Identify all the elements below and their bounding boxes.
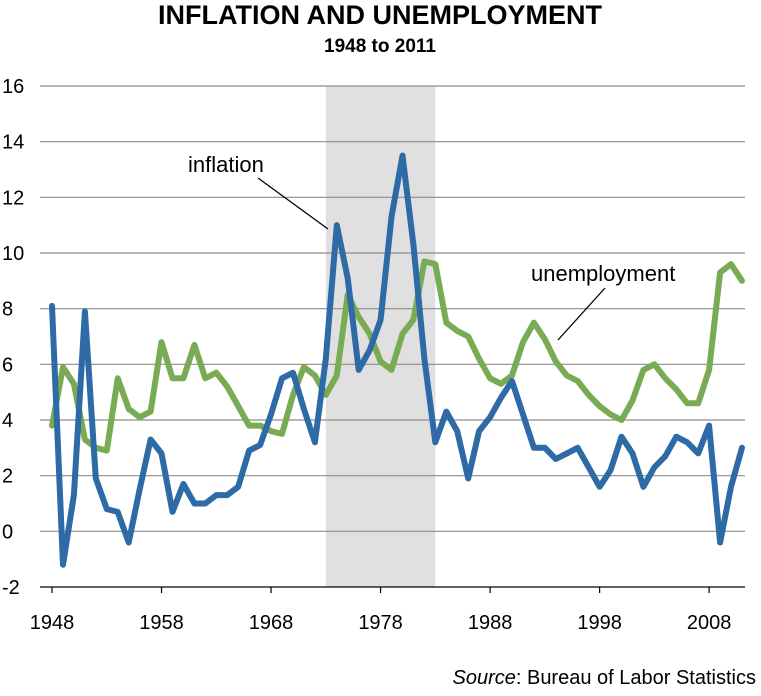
x-tick-label: 2008 — [687, 612, 732, 634]
y-tick-label: 10 — [2, 243, 24, 265]
x-axis-ticks: 1948 1958 1968 1978 1988 1998 2008 — [30, 587, 732, 634]
inflation-annotation-leader — [257, 177, 329, 230]
source-text: : Bureau of Labor Statistics — [516, 667, 756, 689]
x-tick-label: 1968 — [249, 612, 294, 634]
unemployment-line — [49, 258, 745, 454]
unemployment-annotation: unemployment — [531, 261, 675, 286]
y-tick-label: 14 — [2, 132, 24, 154]
inflation-line — [49, 152, 745, 568]
y-tick-label: 16 — [2, 76, 24, 98]
y-tick-label: 4 — [2, 410, 13, 432]
y-tick-label: 12 — [2, 187, 24, 209]
x-tick-label: 1948 — [30, 612, 75, 634]
chart-subtitle: 1948 to 2011 — [324, 36, 436, 57]
source-label: Source — [452, 667, 515, 689]
y-tick-label: 8 — [2, 299, 13, 321]
y-tick-label: 2 — [2, 466, 13, 488]
series-lines — [49, 152, 745, 568]
x-tick-label: 1958 — [139, 612, 184, 634]
inflation-annotation: inflation — [188, 152, 264, 177]
y-axis-ticks: 16 14 12 10 8 6 4 2 0 -2 — [2, 76, 24, 599]
x-tick-label: 1988 — [468, 612, 513, 634]
chart-title: INFLATION AND UNEMPLOYMENT — [158, 0, 602, 30]
x-tick-label: 1998 — [577, 612, 622, 634]
unemployment-annotation-leader — [557, 287, 606, 341]
y-tick-label: -2 — [2, 577, 20, 599]
y-tick-label: 6 — [2, 354, 13, 376]
x-tick-label: 1978 — [358, 612, 403, 634]
y-tick-label: 0 — [2, 521, 13, 543]
source-note: Source: Bureau of Labor Statistics — [452, 667, 756, 689]
